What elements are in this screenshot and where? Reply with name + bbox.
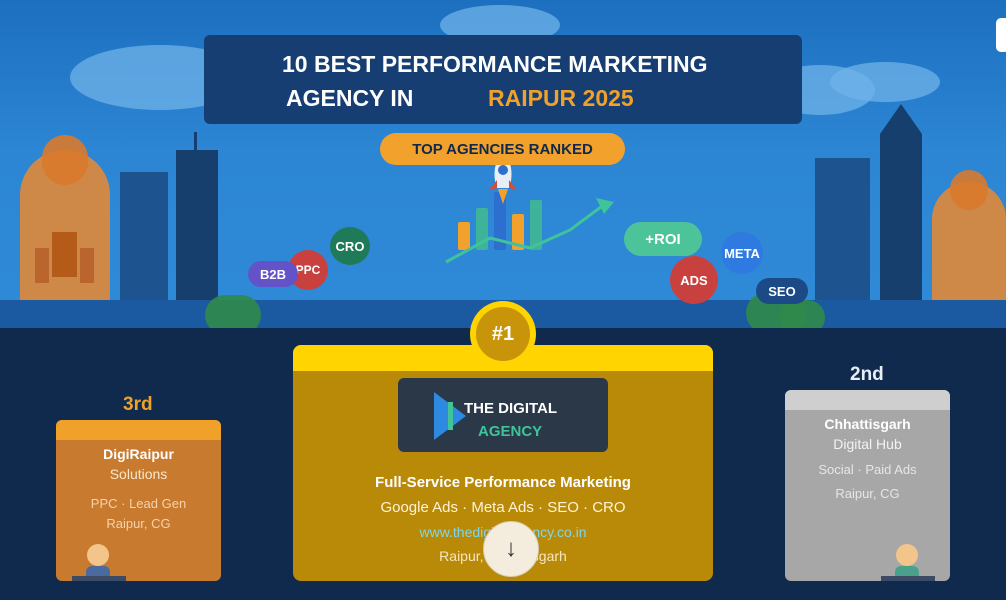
agency-services: PPC · Lead Gen: [90, 496, 187, 511]
top-agencies-pill: TOP AGENCIES RANKED: [380, 133, 625, 165]
agency-name-line1: Chhattisgarh: [824, 416, 911, 432]
agency-name-line1: DigiRaipur: [103, 446, 174, 462]
temple-top-left: [42, 135, 88, 185]
tower-roof: [880, 104, 922, 134]
agency-location: Raipur, CG: [835, 486, 900, 501]
agency-card-3rd[interactable]: DigiRaipur Solutions PPC · Lead Gen Raip…: [56, 420, 221, 581]
sky-banner: PPC B2B CRO +ROI ADS META SEO 10 BEST PE…: [0, 0, 1006, 335]
rank-badge-1st: #1: [470, 301, 536, 367]
title-line-2-prefix: AGENCY IN: [286, 85, 414, 111]
title-line-1: 10 BEST PERFORMANCE MARKETING: [282, 51, 708, 77]
play-logo-icon: [434, 392, 466, 440]
avatar-icon: [896, 544, 918, 566]
temple-top-right: [950, 170, 988, 210]
scroll-down-button[interactable]: ↓: [483, 521, 539, 577]
chart-bar-icon: [530, 200, 542, 250]
side-tab[interactable]: [996, 18, 1006, 52]
agency-location: Raipur, CG: [106, 516, 171, 531]
roi-tag: +ROI: [624, 222, 702, 256]
title-box: [204, 35, 802, 124]
cloud: [830, 62, 940, 102]
rank-badge-label: #1: [476, 307, 530, 361]
title-line-2-accent: RAIPUR 2025: [488, 85, 634, 111]
chart-bar-icon: [494, 192, 506, 250]
chart-bar-icon: [512, 214, 524, 250]
temple-pillar-left: [80, 248, 94, 283]
building: [880, 134, 922, 302]
logo-text-line1: THE DIGITAL: [464, 400, 558, 417]
agency-name-line2: Digital Hub: [833, 436, 902, 452]
winner-services: Google Ads · Meta Ads · SEO · CRO: [380, 499, 626, 516]
podium-base: [881, 576, 935, 581]
meta-tag: META: [721, 232, 763, 274]
winner-headline: Full-Service Performance Marketing: [375, 474, 631, 491]
rank-label-2nd: 2nd: [850, 364, 884, 385]
rank-label-3rd: 3rd: [123, 394, 153, 415]
avatar-icon: [87, 544, 109, 566]
agency-services: Social · Paid Ads: [818, 462, 917, 477]
chart-bar-icon: [458, 222, 470, 250]
avatar-body: [86, 566, 110, 576]
card-header-strip: [785, 390, 950, 410]
ads-tag: ADS: [670, 256, 718, 304]
growth-line-icon: [445, 198, 614, 264]
b2b-tag: B2B: [248, 261, 298, 287]
building: [120, 172, 168, 302]
agency-name-line2: Solutions: [109, 466, 168, 482]
agency-logo: THE DIGITAL AGENCY: [398, 378, 608, 452]
cro-tag: CRO: [330, 227, 370, 265]
temple-pillar-left: [35, 248, 49, 283]
building: [176, 150, 218, 302]
antenna: [194, 132, 197, 152]
card-header-strip: [56, 420, 221, 440]
temple-door-left: [52, 232, 77, 277]
agency-card-2nd[interactable]: Chhattisgarh Digital Hub Social · Paid A…: [785, 390, 950, 581]
logo-text-line2: AGENCY: [478, 423, 543, 440]
arrow-down-icon: ↓: [505, 535, 517, 562]
podium-base: [72, 576, 126, 581]
avatar-body: [895, 566, 919, 576]
building: [815, 158, 870, 302]
seo-tag: SEO: [756, 278, 808, 304]
